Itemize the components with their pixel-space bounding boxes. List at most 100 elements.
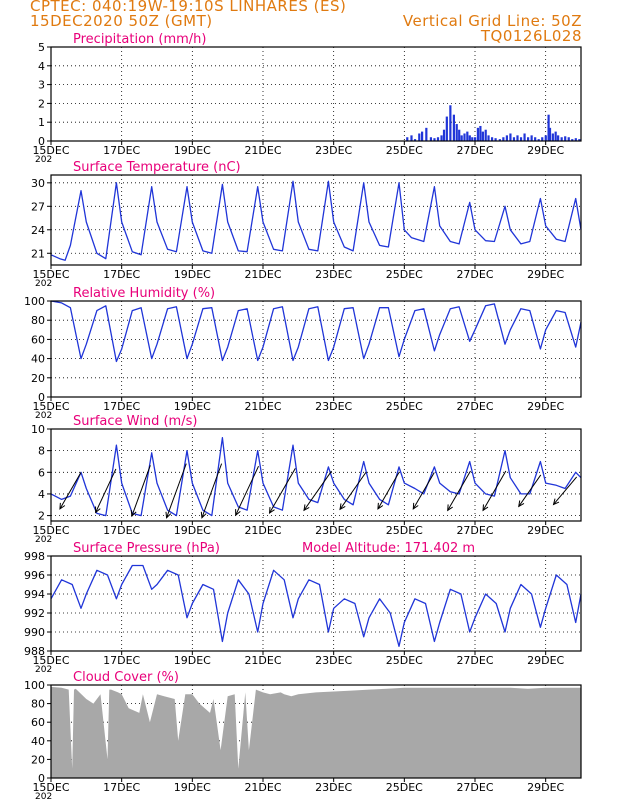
precip-bar — [490, 137, 494, 141]
precip-bar — [541, 137, 544, 141]
wind-xtick-label: 15DEC — [32, 524, 69, 537]
precip-bar — [557, 135, 560, 141]
wind-series-line — [50, 437, 582, 517]
precip-bar — [413, 139, 417, 141]
press-xtick-label: 19DEC — [174, 654, 211, 667]
rh-xtick-label: 27DEC — [456, 400, 493, 413]
precip-bar — [567, 137, 570, 141]
rh-xtick-label: 23DEC — [315, 400, 352, 413]
wind-title: Surface Wind (m/s) — [73, 414, 197, 429]
rh-xtick-label: 15DEC — [32, 400, 69, 413]
wind-vector-head — [552, 498, 560, 506]
run-date: 15DEC2020 50Z (GMT) — [30, 12, 213, 30]
wind-vector — [59, 472, 82, 510]
temp-xtick-label: 17DEC — [103, 268, 140, 281]
wind-xtick-label: 21DEC — [244, 524, 281, 537]
cloud-xtick-label: 15DEC — [32, 781, 69, 794]
cloud-ytick-label: 100 — [24, 679, 45, 692]
precip-title: Precipitation (mm/h) — [73, 32, 206, 47]
precip-xtick-label: 29DEC — [527, 144, 564, 157]
precip-bar — [494, 138, 497, 141]
precip-bar — [509, 133, 512, 141]
rh-ytick-label: 20 — [31, 372, 45, 385]
precip-ytick-label: 4 — [38, 60, 45, 73]
rh-ytick-label: 0 — [38, 391, 45, 404]
precip-bar — [530, 135, 533, 141]
rh-year-label: 202 — [35, 411, 52, 421]
precip-bar — [436, 137, 440, 141]
press-ytick-label: 996 — [24, 569, 45, 582]
precip-bar — [440, 135, 443, 141]
precip-bar — [433, 138, 436, 141]
wind-vector — [131, 465, 151, 517]
temp-frame — [50, 174, 582, 266]
precip-bar — [578, 139, 581, 141]
precip-bar — [468, 135, 471, 141]
wind-xtick-label: 23DEC — [315, 524, 352, 537]
press-panel: Surface Pressure (hPa) Model Altitude: 17… — [24, 541, 582, 675]
wind-vector-head — [165, 511, 172, 519]
press-xtick-label: 27DEC — [456, 654, 493, 667]
press-ytick-label: 998 — [24, 550, 45, 563]
temp-xtick-label: 29DEC — [527, 268, 564, 281]
precip-bar — [452, 114, 455, 141]
cloud-ytick-label: 60 — [31, 716, 45, 729]
press-frame — [50, 555, 582, 652]
precip-bar — [449, 105, 452, 141]
precip-bar — [463, 133, 466, 141]
cloud-year-label: 202 — [35, 792, 52, 800]
wind-vector — [339, 471, 367, 510]
precip-bar — [523, 133, 526, 141]
precip-bar — [548, 127, 552, 141]
precip-bar — [554, 131, 557, 141]
temp-xtick-label: 23DEC — [315, 268, 352, 281]
wind-vector-head — [482, 504, 489, 512]
precip-bar — [479, 125, 482, 141]
precip-bar — [527, 137, 530, 141]
precip-bar — [410, 135, 413, 141]
press-xtick-label: 17DEC — [103, 654, 140, 667]
precip-bar — [534, 137, 537, 141]
temp-ytick-label: 24 — [31, 224, 45, 237]
precip-bar — [502, 137, 505, 141]
press-year-label: 202 — [35, 665, 52, 675]
temp-xtick-label: 19DEC — [174, 268, 211, 281]
wind-vector-head — [200, 511, 207, 519]
rh-title: Relative Humidity (%) — [73, 286, 215, 301]
temp-year-label: 202 — [35, 279, 52, 289]
wind-xtick-label: 19DEC — [174, 524, 211, 537]
precip-xtick-label: 17DEC — [103, 144, 140, 157]
wind-vector-head — [339, 503, 346, 511]
press-xtick-label: 25DEC — [386, 654, 423, 667]
wind-vector-head — [59, 502, 66, 510]
rh-xtick-label: 17DEC — [103, 400, 140, 413]
rh-frame — [50, 300, 582, 398]
wind-xtick-label: 27DEC — [456, 524, 493, 537]
wind-xtick-label: 17DEC — [103, 524, 140, 537]
precip-bar — [571, 139, 574, 141]
temp-ytick-label: 21 — [31, 247, 45, 260]
precip-bar — [519, 137, 523, 141]
press-note: Model Altitude: 171.402 m — [302, 541, 475, 556]
press-xtick-label: 23DEC — [315, 654, 352, 667]
rh-ytick-label: 60 — [31, 333, 45, 346]
precip-ytick-label: 0 — [38, 135, 45, 148]
cloud-xtick-label: 17DEC — [103, 781, 140, 794]
cloud-area — [51, 686, 581, 778]
wind-year-label: 202 — [35, 535, 52, 545]
wind-vector — [303, 470, 332, 511]
temp-series-line — [50, 180, 582, 261]
precip-xtick-label: 27DEC — [456, 144, 493, 157]
press-ytick-label: 992 — [24, 607, 45, 620]
rh-xtick-label: 19DEC — [174, 400, 211, 413]
cloud-xtick-label: 21DEC — [244, 781, 281, 794]
precip-bar — [547, 114, 550, 141]
wind-vector-head — [130, 510, 137, 518]
chart-header: CPTEC: 040:19W-19:10S LINHARES (ES) 15DE… — [0, 0, 618, 44]
precip-bar — [564, 136, 567, 141]
press-xtick-label: 29DEC — [527, 654, 564, 667]
precip-bar — [560, 137, 563, 141]
grid-note: Vertical Grid Line: 50Z — [402, 12, 582, 30]
press-series-line — [50, 564, 582, 647]
